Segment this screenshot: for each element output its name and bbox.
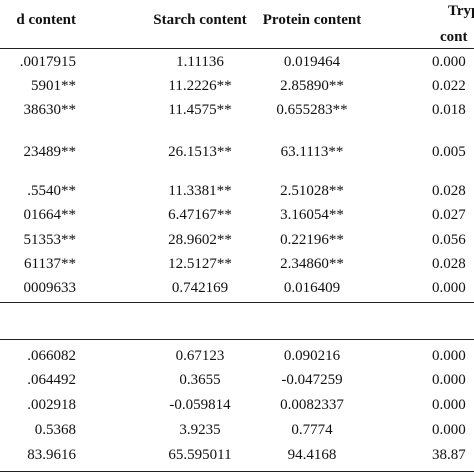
table-cell: 0.000 <box>432 422 466 438</box>
table-cell: 0.000 <box>432 54 466 70</box>
table-cell: 01664** <box>23 207 77 223</box>
table-cell: 26.1513** <box>168 144 232 160</box>
table-cell: 0.000 <box>432 372 466 388</box>
rule <box>0 471 474 472</box>
table-cell: 3.16054** <box>280 207 344 223</box>
table-cell: 11.4575** <box>168 102 232 118</box>
table-cell: 5901** <box>31 78 76 94</box>
table-cell: 28.9602** <box>168 232 232 248</box>
table-cell: 23489** <box>23 144 77 160</box>
table-cell: .066082 <box>27 348 76 364</box>
rule <box>0 339 474 340</box>
table-cell: .002918 <box>27 397 76 413</box>
table-cell: 3.9235 <box>179 422 221 438</box>
table-cell: 2.34860** <box>280 256 344 272</box>
table-cell: 11.3381** <box>168 183 232 199</box>
column-header: d content <box>16 12 76 28</box>
table-cell: 51353** <box>23 232 77 248</box>
table-cell: 0.019464 <box>283 54 341 70</box>
column-header: Starch content <box>153 12 247 28</box>
table-cell: 0.67123 <box>175 348 225 364</box>
table-cell: 63.1113** <box>280 144 344 160</box>
table-cell: 0.7774 <box>291 422 333 438</box>
table-cell: .0017915 <box>19 54 76 70</box>
column-header: Trypto <box>448 3 474 19</box>
table-cell: 0.3655 <box>179 372 221 388</box>
rule <box>0 48 474 49</box>
table-cell: 61137** <box>24 256 76 272</box>
table-cell: 0.000 <box>432 280 466 296</box>
table-cell: 0.655283** <box>276 102 348 118</box>
table-cell: 65.595011 <box>168 447 232 463</box>
table-cell: 1.11136 <box>176 54 224 70</box>
table-cell: 94.4168 <box>287 447 337 463</box>
table-cell: 38.87 <box>432 447 466 463</box>
table-cell: 0.056 <box>432 232 466 248</box>
table-cell: 0.028 <box>432 183 466 199</box>
column-header: Protein content <box>262 12 362 28</box>
table-cell: 0.016409 <box>283 280 341 296</box>
table-cell: 0.018 <box>432 102 466 118</box>
table-cell: 0.5368 <box>34 422 76 438</box>
table-cell: 2.51028** <box>280 183 344 199</box>
table-cell: 0.22196** <box>280 232 344 248</box>
table-cell: 38630** <box>23 102 77 118</box>
table-cell: 0.0082337 <box>280 397 344 413</box>
table-cell: 0.005 <box>432 144 466 160</box>
table-cell: 2.85890** <box>280 78 344 94</box>
table-cell: 0009633 <box>23 280 77 296</box>
table-cell: .5540** <box>27 183 76 199</box>
table-cell: 6.47167** <box>168 207 232 223</box>
table-cell: -0.059814 <box>169 397 231 413</box>
table-cell: 0.742169 <box>171 280 229 296</box>
table-cell: 0.000 <box>432 397 466 413</box>
column-header: cont <box>440 29 468 45</box>
rule <box>0 302 474 303</box>
table-cell: 0.027 <box>432 207 466 223</box>
table-cell: 0.028 <box>432 256 466 272</box>
table-cell: 12.5127** <box>168 256 232 272</box>
table-cell: 11.2226** <box>168 78 232 94</box>
table-cell: 0.022 <box>432 78 466 94</box>
table-cell: 0.090216 <box>283 348 341 364</box>
table-cell: 0.000 <box>432 348 466 364</box>
table-cell: -0.047259 <box>281 372 343 388</box>
table-cell: 83.9616 <box>27 447 76 463</box>
table-cell: .064492 <box>27 372 76 388</box>
